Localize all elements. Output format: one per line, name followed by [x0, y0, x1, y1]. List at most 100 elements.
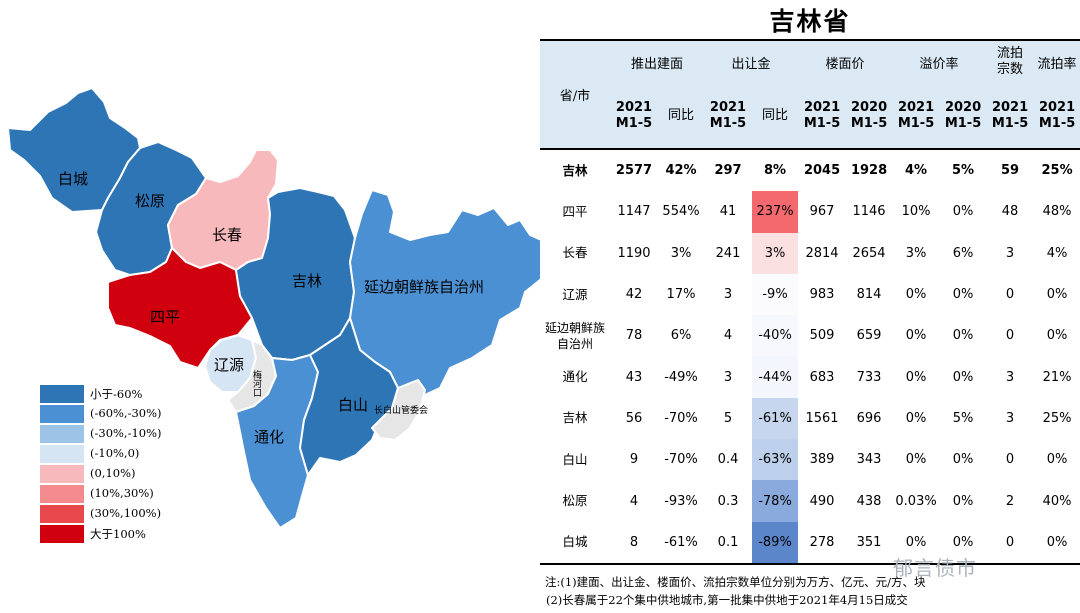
table-cell: 3	[723, 287, 733, 303]
region-siping	[107, 247, 253, 369]
header-supply: 推出建面	[610, 40, 705, 83]
table-cell: -40%	[752, 315, 799, 357]
table-cell: 21%	[1042, 369, 1072, 385]
region-changbaishan	[371, 379, 426, 441]
legend-swatch	[40, 445, 84, 463]
table-cell: 0%	[952, 493, 974, 509]
legend-swatch	[40, 385, 84, 403]
subheader-cell: 2021 M1-5	[704, 83, 753, 149]
footnote-1: 注:(1)建面、出让金、楼面价、流拍宗数单位分别为万方、亿元、元/方、块	[545, 575, 926, 589]
table-cell: 5%	[952, 163, 975, 179]
table-row: 通化 43 -49% 3 -44% 683 733 0% 0% 3 21%	[540, 356, 1080, 398]
header-price: 楼面价	[798, 40, 893, 83]
legend-item: 大于100%	[40, 524, 200, 544]
table-cell: 0	[1005, 452, 1015, 468]
subheader-cell: 2021 M1-5	[986, 83, 1035, 149]
label-changchun: 长春	[212, 226, 242, 244]
table-cell: 1561	[805, 410, 839, 426]
row-name: 吉林	[562, 410, 588, 426]
legend-swatch	[40, 505, 84, 523]
subheader-cell: 2021 M1-5	[892, 83, 941, 149]
table-cell: 351	[846, 521, 893, 565]
table-cell: 0%	[905, 287, 927, 303]
table-cell: 0	[1005, 287, 1015, 303]
table-cell: 3%	[670, 245, 692, 261]
legend-swatch	[40, 405, 84, 423]
table-cell: 0	[986, 521, 1035, 565]
table-cell: 0%	[952, 204, 974, 220]
table-cell: -49%	[664, 369, 698, 385]
table-cell: 343	[856, 452, 882, 468]
table-cell: 0%	[952, 452, 974, 468]
table-cell: 0%	[892, 521, 941, 565]
table-cell: 2654	[852, 245, 886, 261]
table-cell: 967	[809, 204, 835, 220]
table-cell: 5	[723, 410, 733, 426]
table-cell: 554%	[662, 204, 700, 220]
subheader-cell: 同比	[752, 83, 799, 149]
legend-label: (-10%,0)	[90, 446, 140, 460]
footnotes: 注:(1)建面、出让金、楼面价、流拍宗数单位分别为万方、亿元、元/方、块 (2)…	[545, 573, 926, 609]
table-cell: 25%	[1041, 163, 1073, 179]
table-cell: 0%	[1046, 287, 1068, 303]
table-cell: 0.03%	[895, 493, 937, 509]
legend-label: 小于-60%	[90, 387, 143, 401]
table-cell: 3	[1005, 369, 1015, 385]
footnote-2: (2)长春属于22个集中供地城市,第一批集中供地于2021年4月15日成交	[546, 593, 908, 607]
table-cell: 42%	[665, 163, 697, 179]
table-cell: 48	[1001, 204, 1019, 220]
subheader-cell: 2021 M1-5	[798, 83, 847, 149]
table-cell: 0%	[952, 328, 974, 344]
legend-item: (10%,30%)	[40, 484, 200, 504]
table-cell: 4	[723, 328, 733, 344]
legend-label: (30%,100%)	[90, 506, 162, 520]
label-jilin: 吉林	[292, 272, 322, 290]
subheader-cell: 2020 M1-5	[940, 83, 987, 149]
label-changbaishan: 长白山管委会	[374, 404, 428, 416]
row-name: 通化	[562, 369, 588, 385]
table-cell: 814	[856, 287, 882, 303]
legend-swatch	[40, 465, 84, 483]
table-cell: -89%	[752, 521, 799, 565]
table-cell: 0.4	[717, 452, 739, 468]
table-cell: 5%	[952, 410, 974, 426]
table-cell: 2577	[615, 163, 653, 179]
legend-item: (-60%,-30%)	[40, 404, 200, 424]
table-cell: 10%	[901, 204, 931, 220]
legend-item: 小于-60%	[40, 384, 200, 404]
table-cell: -93%	[664, 493, 698, 509]
table-cell: 1928	[850, 163, 888, 179]
table-cell: 490	[809, 493, 835, 509]
table-cell: 0%	[905, 452, 927, 468]
legend-item: (-10%,0)	[40, 444, 200, 464]
table-cell: 983	[809, 287, 835, 303]
table-cell: 8	[610, 521, 658, 565]
table-cell: 278	[798, 521, 847, 565]
legend-label: (-30%,-10%)	[90, 426, 162, 440]
label-songyuan: 松原	[135, 192, 165, 210]
table-cell: 3%	[752, 232, 799, 274]
table-cell: 8%	[763, 163, 787, 179]
table-row: 长春 1190 3% 241 3% 2814 2654 3% 6% 3 4%	[540, 232, 1080, 274]
table-cell: 0%	[905, 410, 927, 426]
row-name: 四平	[562, 203, 588, 219]
table-cell: -44%	[752, 356, 799, 398]
table-row: 吉林 56 -70% 5 -61% 1561 696 0% 5% 3 25%	[540, 397, 1080, 440]
table-cell: 4%	[1046, 245, 1068, 261]
table-cell: 297	[714, 163, 742, 179]
legend-swatch	[40, 525, 84, 543]
table-cell: 683	[809, 369, 835, 385]
row-name: 延边朝鲜族 自治州	[544, 320, 605, 351]
table-cell: 48%	[1042, 204, 1072, 220]
table-cell: 42	[625, 287, 643, 303]
row-name: 辽源	[562, 286, 588, 302]
table-cell: 6%	[952, 245, 974, 261]
table-cell: -70%	[664, 452, 698, 468]
table-cell: 0	[1005, 328, 1015, 344]
table-cell: -61%	[752, 397, 799, 440]
table-cell: 241	[715, 245, 741, 261]
map-legend: 小于-60% (-60%,-30%) (-30%,-10%) (-10%,0) …	[40, 384, 200, 544]
table-cell: -9%	[752, 273, 799, 316]
legend-item: (0,10%)	[40, 464, 200, 484]
legend-item: (30%,100%)	[40, 504, 200, 524]
